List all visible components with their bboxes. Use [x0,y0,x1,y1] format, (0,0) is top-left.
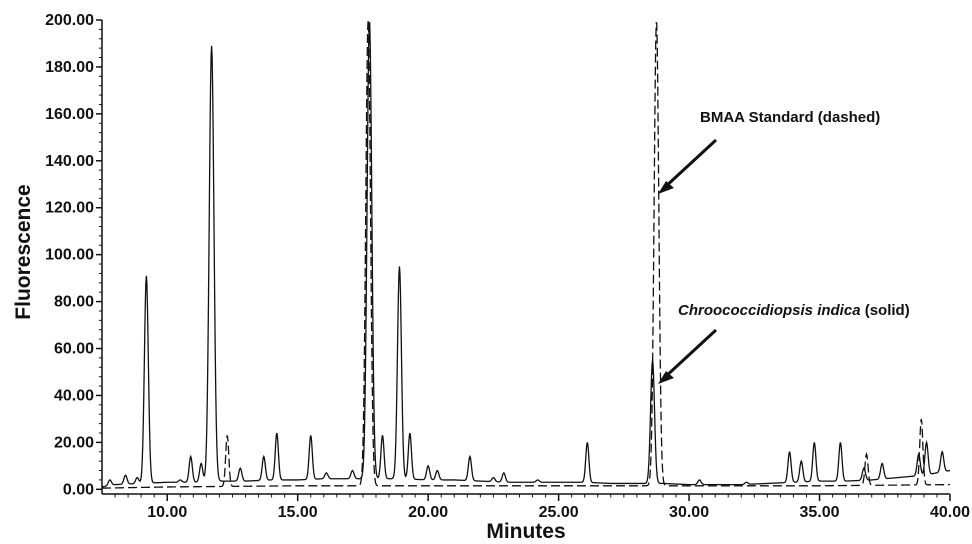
y-tick-label: 200.00 [45,12,94,29]
annotation-bmaa: BMAA Standard (dashed) [658,109,880,194]
annotation-chroococcidiopsis-arrow [662,328,718,380]
annotation-chroococcidiopsis-arrowhead [658,371,674,384]
y-tick-label: 80.00 [54,294,94,311]
sample-trace [101,22,951,488]
x-tick-label: 20.00 [408,504,448,521]
y-tick-label: 40.00 [54,387,94,404]
x-tick-label: 40.00 [930,504,970,521]
annotation-chroococcidiopsis: Chroococcidiopsis indica (solid) [658,302,910,384]
x-tick-label: 10.00 [147,504,187,521]
y-tick-label: 140.00 [45,153,94,170]
axes: 0.00 20.00 40.00 60.00 80.00 100.00 120.00 140.… [45,12,970,521]
y-tick-label: 180.00 [45,59,94,76]
y-tick-label: 0.00 [63,481,94,498]
annotation-chroococcidiopsis-label: Chroococcidiopsis indica (solid) [678,302,910,319]
annotation-chroococcidiopsis-plain: (solid) [861,302,910,319]
x-tick-label: 35.00 [800,504,840,521]
annotation-bmaa-arrowhead [658,181,674,194]
y-ticks: 0.00 20.00 40.00 60.00 80.00 100.00 120.00 140.… [45,12,102,498]
x-ticks: 10.00 15.00 20.00 25.00 30.00 35.00 40.00 [114,494,970,521]
annotation-bmaa-arrow [662,138,718,190]
bmaa-standard-trace [101,19,951,489]
series-layer [101,19,951,489]
y-tick-label: 160.00 [45,106,94,123]
x-tick-label: 15.00 [278,504,318,521]
y-tick-label: 20.00 [54,434,94,451]
x-tick-label: 30.00 [669,504,709,521]
y-tick-label: 60.00 [54,341,94,358]
x-axis-title: Minutes [486,520,565,543]
y-tick-label: 100.00 [45,247,94,264]
annotation-chroococcidiopsis-italic: Chroococcidiopsis indica [678,302,861,319]
annotation-bmaa-label: BMAA Standard (dashed) [700,109,880,126]
y-axis-title: Fluorescence [12,184,35,319]
y-tick-label: 120.00 [45,200,94,217]
x-tick-label: 25.00 [539,504,579,521]
